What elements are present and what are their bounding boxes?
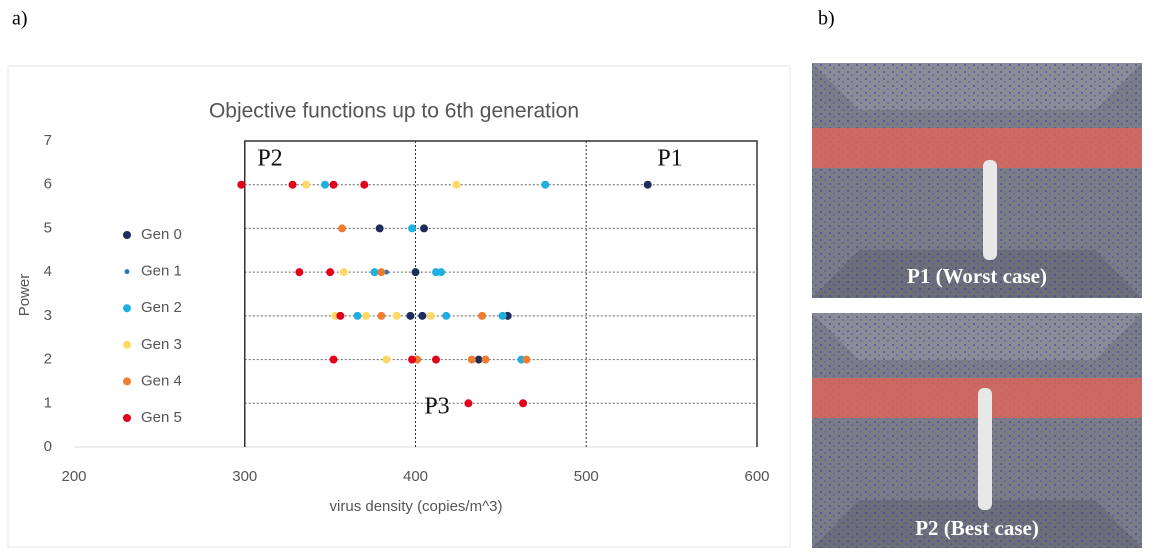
x-tick-label: 500 [574, 468, 599, 485]
legend-label: Gen 3 [141, 336, 182, 353]
y-tick-label: 3 [44, 307, 52, 324]
point [329, 180, 338, 189]
point [361, 311, 370, 320]
point [426, 311, 435, 320]
point [302, 180, 311, 189]
point [326, 268, 335, 277]
point [478, 311, 487, 320]
point [370, 268, 379, 277]
point [377, 311, 386, 320]
point [481, 355, 490, 364]
point [375, 224, 384, 233]
point [392, 311, 401, 320]
x-tick-label: 400 [403, 468, 428, 485]
chart-title: Objective functions up to 6th generation [209, 100, 579, 123]
legend-marker [124, 269, 130, 275]
point [541, 180, 550, 189]
legend-label: Gen 4 [141, 372, 182, 389]
point [418, 311, 427, 320]
point [321, 180, 330, 189]
x-axis-label: virus density (copies/m^3) [330, 498, 503, 515]
annotation: P1 [657, 146, 682, 172]
point [329, 355, 338, 364]
point [431, 355, 440, 364]
legend-marker [123, 377, 131, 386]
x-tick-label: 300 [232, 468, 257, 485]
point [519, 399, 528, 408]
legend-marker [123, 340, 131, 349]
point [382, 355, 391, 364]
point [383, 269, 389, 275]
image-bottom: P2 (Best case) [812, 313, 1142, 548]
point [408, 355, 417, 364]
x-tick-label: 600 [744, 468, 769, 485]
point [522, 355, 531, 364]
point [339, 268, 348, 277]
point [420, 224, 429, 233]
legend-label: Gen 2 [141, 299, 182, 316]
legend-label: Gen 0 [141, 226, 182, 243]
point [288, 180, 297, 189]
point [336, 311, 345, 320]
legend-label: Gen 5 [141, 409, 182, 426]
point [295, 268, 304, 277]
image-top: P1 (Worst case) [812, 63, 1142, 298]
image-caption: P1 (Worst case) [907, 264, 1047, 288]
point [467, 355, 476, 364]
legend-marker [123, 304, 131, 313]
y-tick-label: 4 [44, 263, 52, 280]
y-tick-label: 0 [44, 438, 52, 455]
y-tick-label: 1 [44, 394, 52, 411]
point [464, 399, 473, 408]
plot-border [244, 140, 758, 447]
x-tick-label: 200 [61, 468, 86, 485]
legend-label: Gen 1 [141, 263, 182, 280]
y-tick-label: 5 [44, 219, 52, 236]
panel-label: a) [12, 8, 28, 30]
point [360, 180, 369, 189]
point [498, 311, 507, 320]
panel-label: b) [818, 8, 835, 30]
point [237, 180, 246, 189]
y-tick-label: 7 [44, 132, 52, 149]
annotation: P3 [424, 394, 449, 420]
point [406, 311, 415, 320]
legend-marker [123, 414, 131, 422]
point [442, 311, 451, 320]
point [338, 224, 347, 233]
point [353, 311, 362, 320]
chart-frame [7, 65, 791, 548]
point [437, 268, 446, 277]
point [408, 224, 417, 233]
y-tick-label: 2 [44, 351, 52, 368]
point [411, 268, 420, 277]
point [377, 268, 386, 277]
legend-marker [123, 231, 131, 239]
annotation: P2 [257, 146, 282, 172]
image-caption: P2 (Best case) [915, 516, 1039, 540]
point [643, 180, 652, 189]
point [452, 180, 461, 189]
point [474, 355, 483, 364]
y-axis-label: Power [16, 274, 33, 317]
y-tick-label: 6 [44, 176, 52, 193]
